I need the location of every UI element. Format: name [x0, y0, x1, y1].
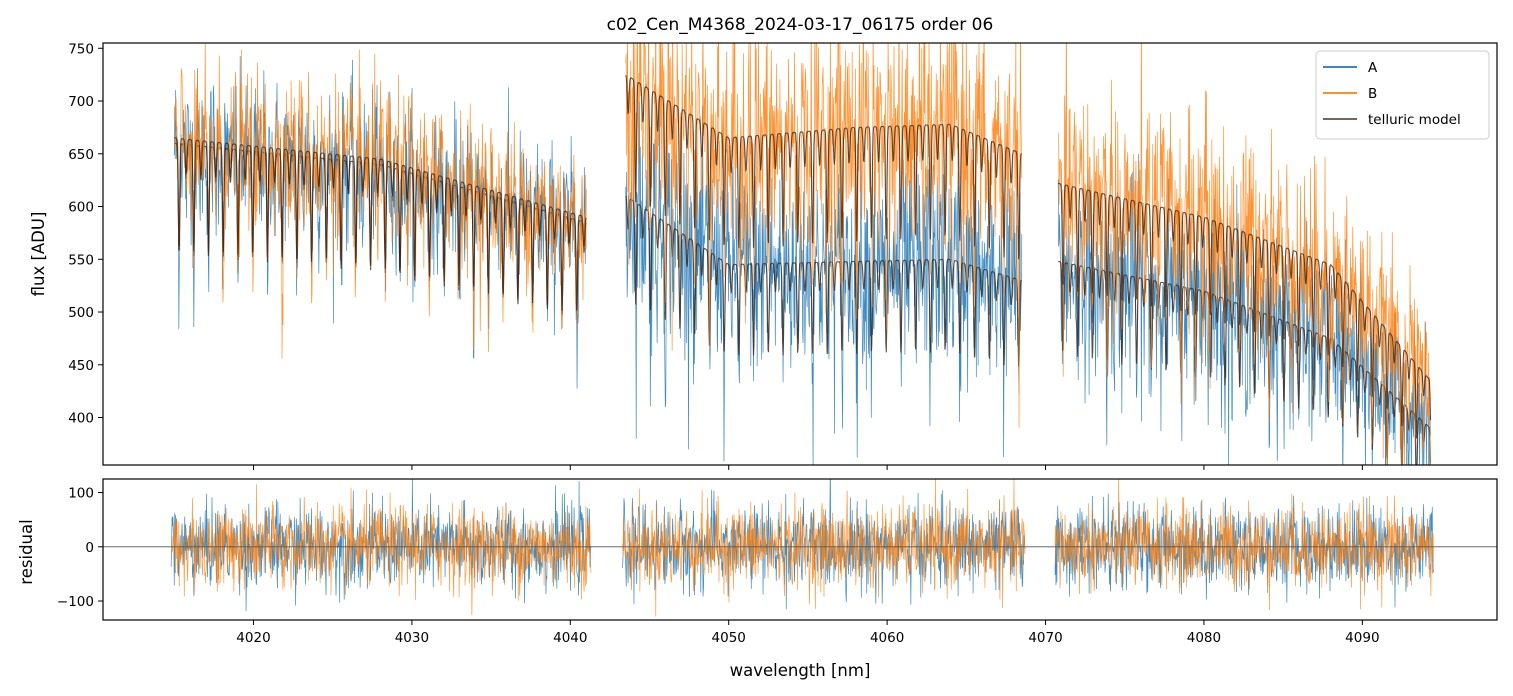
- telluric-model-b-segment-2: [625, 74, 1022, 260]
- top-x-ticks: [252, 465, 1363, 470]
- x-tick-label: 4080: [1187, 630, 1221, 646]
- telluric-model-a-segment-3: [1058, 260, 1432, 465]
- telluric-model-a-segment-2: [625, 196, 1022, 367]
- series-b-segment-2: [625, 43, 1023, 428]
- x-tick-label: 4070: [1028, 630, 1062, 646]
- legend-label-model: telluric model: [1368, 112, 1461, 128]
- bottom-y-axis-label: residual: [17, 519, 36, 584]
- top-y-tick-label: 500: [68, 305, 94, 321]
- legend: A B telluric model: [1315, 50, 1490, 140]
- series-b-segment-1: [173, 43, 587, 359]
- top-panel-frame: [102, 42, 1498, 466]
- x-tick-label: 4050: [712, 630, 746, 646]
- top-y-tick-label: 600: [68, 200, 94, 216]
- top-y-tick-label: 700: [68, 94, 94, 110]
- top-y-tick-label: 550: [68, 252, 94, 268]
- bottom-y-axis: 100 0 −100: [57, 486, 103, 610]
- x-tick-label: 4040: [553, 630, 587, 646]
- residual-b-segment-3: [1054, 479, 1434, 611]
- chart-title: c02_Cen_M4368_2024-03-17_06175 order 06: [607, 15, 994, 35]
- bottom-y-tick-label: −100: [57, 594, 94, 610]
- x-tick-label: 4090: [1345, 630, 1379, 646]
- x-tick-label: 4060: [870, 630, 904, 646]
- legend-label-b: B: [1368, 86, 1377, 102]
- x-axis: 4020 4030 4040 4050 4060 4070 4080 4090: [236, 620, 1380, 646]
- residual-b-segment-1: [170, 484, 592, 616]
- x-tick-label: 4030: [395, 630, 429, 646]
- bottom-y-tick-label: 0: [85, 540, 94, 556]
- top-y-tick-label: 750: [68, 41, 94, 57]
- bottom-y-tick-label: 100: [68, 486, 94, 502]
- top-y-tick-label: 650: [68, 147, 94, 163]
- x-axis-label: wavelength [nm]: [730, 661, 871, 680]
- top-y-axis-label: flux [ADU]: [29, 212, 48, 297]
- series-a-segment-2: [625, 94, 1023, 465]
- telluric-model-b-segment-3: [1058, 182, 1432, 439]
- top-y-tick-label: 400: [68, 411, 94, 427]
- telluric-model-b-segment-1: [174, 137, 587, 311]
- top-panel-plot-area: [173, 43, 1432, 465]
- legend-label-a: A: [1368, 60, 1378, 76]
- legend-box: [1315, 50, 1490, 140]
- bottom-panel-plot-area: [103, 479, 1497, 617]
- series-b-segment-3: [1057, 43, 1431, 465]
- bottom-panel-frame: [102, 478, 1498, 621]
- top-y-tick-label: 450: [68, 358, 94, 374]
- x-tick-label: 4020: [236, 630, 270, 646]
- residual-b-segment-2: [622, 479, 1026, 617]
- top-y-axis: 400 450 500 550 600 650 700 750: [68, 41, 103, 427]
